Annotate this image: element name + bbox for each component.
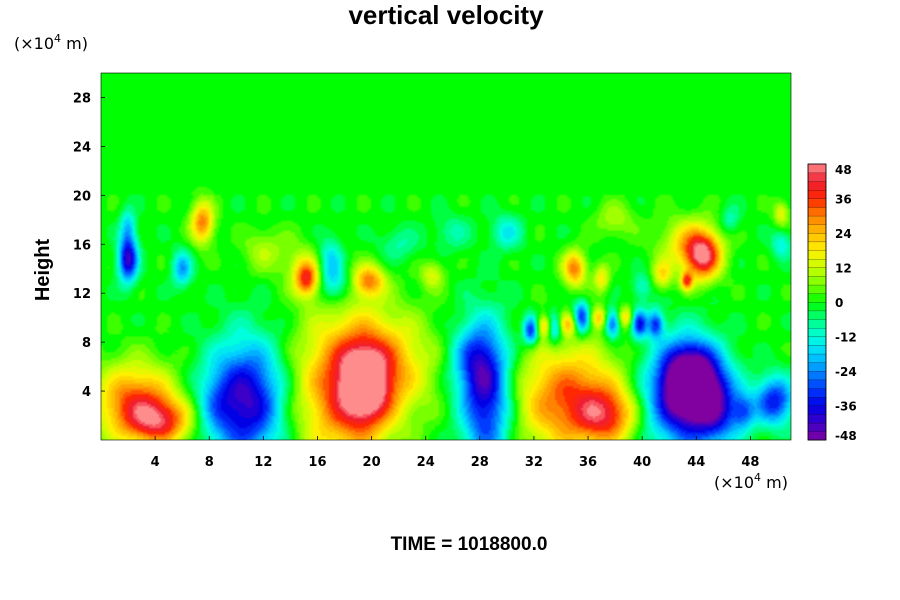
x-axis-ticks: 4 8 12 16 20 24 28 32 36 40 44 48 [151, 436, 759, 470]
y-axis-ticks: 4 8 12 16 20 24 28 [73, 91, 105, 400]
colorbar-swatch [807, 207, 827, 217]
y-tick-label: 28 [73, 91, 91, 106]
chart-title: vertical velocity [348, 0, 544, 30]
colorbar-swatch [807, 267, 827, 277]
colorbar-swatch [807, 353, 827, 363]
colorbar-swatch [807, 241, 827, 251]
x-tick-label: 36 [579, 455, 597, 470]
x-tick-label: 32 [525, 455, 543, 470]
colorbar-swatch [807, 215, 827, 225]
colorbar-tick-label: 36 [835, 193, 852, 207]
colorbar-swatch [807, 276, 827, 286]
colorbar-swatches [807, 163, 827, 441]
colorbar-tick-label: 48 [835, 163, 852, 177]
colorbar-swatch [807, 388, 827, 398]
colorbar-tick-label: 12 [835, 262, 852, 276]
colorbar-swatch [807, 284, 827, 294]
colorbar-swatch [807, 224, 827, 234]
y-tick-label: 16 [73, 238, 91, 253]
colorbar-swatch [807, 336, 827, 346]
y-tick-label: 24 [73, 140, 91, 155]
y-tick-label: 4 [82, 385, 91, 400]
colorbar-swatch [807, 310, 827, 320]
colorbar-tick-label: -12 [835, 331, 857, 345]
x-tick-label: 16 [308, 455, 326, 470]
x-tick-label: 8 [205, 455, 214, 470]
colorbar-swatch [807, 379, 827, 389]
plot-frame [100, 72, 792, 441]
colorbar-frame [807, 163, 827, 441]
colorbar-swatch [807, 189, 827, 199]
colorbar-swatch [807, 345, 827, 355]
colorbar-swatch [807, 431, 827, 441]
x-tick-label: 28 [471, 455, 489, 470]
colorbar-swatch [807, 258, 827, 268]
velocity-field [101, 73, 791, 440]
plot-area [100, 72, 792, 441]
colorbar-tick-label: 0 [835, 296, 843, 310]
colorbar-swatch [807, 293, 827, 303]
colorbar-tick-label: 24 [835, 227, 852, 241]
colorbar-swatch [807, 396, 827, 406]
colorbar-swatch [807, 405, 827, 415]
colorbar-swatch [807, 181, 827, 191]
y-tick-label: 12 [73, 287, 91, 302]
colorbar-swatch [807, 422, 827, 432]
colorbar-swatch [807, 301, 827, 312]
colorbar: 48 36 24 12 0 -12 -24 -36 -48 [807, 163, 857, 443]
colorbar-swatch [807, 362, 827, 372]
colorbar-ticks: 48 36 24 12 0 -12 -24 -36 -48 [835, 163, 857, 443]
colorbar-tick-label: -24 [835, 365, 857, 379]
y-tick-label: 20 [73, 189, 91, 204]
x-tick-label: 24 [417, 455, 435, 470]
colorbar-tick-label: -48 [835, 429, 857, 443]
x-tick-label: 12 [254, 455, 272, 470]
colorbar-swatch [807, 414, 827, 424]
x-tick-label: 40 [633, 455, 651, 470]
colorbar-swatch [807, 232, 827, 243]
x-tick-label: 4 [151, 455, 160, 470]
colorbar-swatch [807, 250, 827, 260]
y-tick-label: 8 [82, 336, 91, 351]
x-tick-label: 48 [741, 455, 759, 470]
y-axis-unit: (×104 m) [14, 32, 88, 53]
y-axis-label: Height [32, 239, 54, 302]
colorbar-swatch [807, 327, 827, 337]
colorbar-tick-label: -36 [835, 400, 857, 414]
colorbar-swatch [807, 198, 827, 208]
x-axis-unit: (×104 m) [714, 471, 788, 492]
time-label: TIME = 1018800.0 [391, 534, 548, 555]
colorbar-swatch [807, 370, 827, 381]
colorbar-swatch [807, 163, 827, 174]
colorbar-swatch [807, 172, 827, 182]
colorbar-swatch [807, 319, 827, 329]
x-tick-label: 20 [363, 455, 381, 470]
x-tick-label: 44 [687, 455, 705, 470]
